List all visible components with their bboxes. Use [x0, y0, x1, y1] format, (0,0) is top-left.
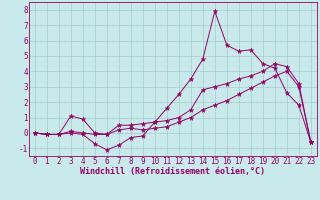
X-axis label: Windchill (Refroidissement éolien,°C): Windchill (Refroidissement éolien,°C) [80, 167, 265, 176]
